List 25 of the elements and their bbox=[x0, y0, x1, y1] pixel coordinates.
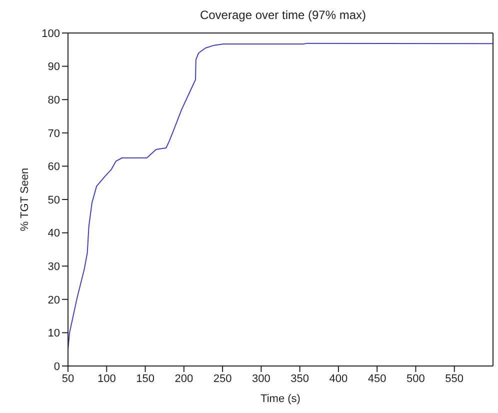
x-axis-title: Time (s) bbox=[260, 393, 300, 405]
x-tick-label: 300 bbox=[252, 372, 270, 385]
x-tick-label: 200 bbox=[174, 372, 194, 385]
y-tick-label: 80 bbox=[48, 94, 60, 107]
y-tick-label: 40 bbox=[48, 228, 60, 240]
y-tick-label: 100 bbox=[42, 28, 60, 40]
x-tick-label: 400 bbox=[329, 372, 348, 385]
y-tick-label: 70 bbox=[48, 128, 60, 140]
chart-title: Coverage over time (97% max) bbox=[198, 8, 368, 24]
y-tick-label: 90 bbox=[48, 61, 60, 74]
x-tick-label: 500 bbox=[406, 372, 425, 385]
y-tick-label: 10 bbox=[48, 328, 60, 340]
y-tick-label: 0 bbox=[54, 360, 60, 373]
y-tick-label: 50 bbox=[48, 194, 60, 206]
x-tick-label: 50 bbox=[62, 372, 74, 385]
x-tick-label: 550 bbox=[445, 372, 464, 385]
x-tick-label: 350 bbox=[290, 372, 309, 385]
x-tick-label: 250 bbox=[213, 372, 232, 385]
y-tick-label: 60 bbox=[48, 161, 60, 174]
x-tick-label: 100 bbox=[97, 372, 116, 385]
y-tick-label: 30 bbox=[48, 261, 60, 274]
y-axis-title: % TGT Seen bbox=[18, 168, 31, 232]
x-tick-label: 150 bbox=[136, 372, 154, 385]
y-tick-label: 20 bbox=[48, 294, 60, 306]
x-tick-label: 450 bbox=[368, 372, 386, 385]
